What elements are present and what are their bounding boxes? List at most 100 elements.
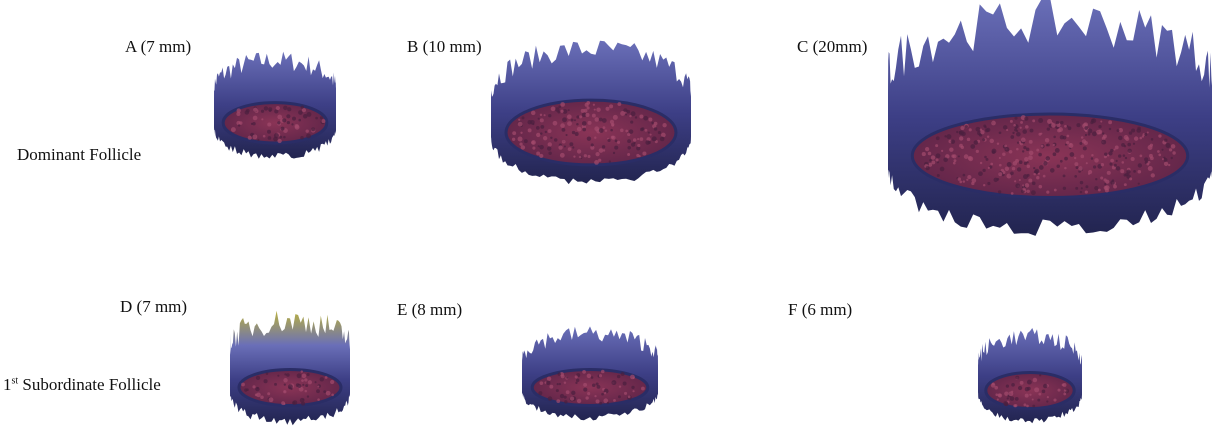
- floor-texture: [637, 138, 639, 140]
- floor-texture: [613, 115, 618, 120]
- floor-texture: [266, 372, 269, 375]
- floor-texture: [1022, 150, 1024, 152]
- floor-texture: [632, 390, 634, 392]
- floor-texture: [1043, 161, 1047, 165]
- floor-texture: [633, 138, 636, 141]
- floor-texture: [596, 108, 600, 112]
- floor-texture: [575, 132, 579, 136]
- floor-texture: [558, 145, 562, 149]
- floor-texture: [1138, 170, 1142, 174]
- floor-texture: [1112, 179, 1114, 181]
- floor-texture: [940, 167, 945, 172]
- floor-texture: [1086, 162, 1088, 164]
- floor-texture: [306, 134, 311, 139]
- floor-texture: [1108, 151, 1112, 155]
- floor-texture: [295, 125, 300, 130]
- floor-texture: [633, 377, 635, 379]
- floor-texture: [1068, 126, 1072, 130]
- floor-texture: [611, 380, 616, 385]
- floor-texture: [960, 126, 964, 130]
- row-label-number: 1: [3, 375, 12, 394]
- floor-texture: [581, 109, 585, 113]
- floor-texture: [559, 383, 561, 385]
- figure: Dominant Follicle 1st Subordinate Follic…: [0, 0, 1225, 434]
- floor-texture: [1006, 129, 1008, 131]
- floor-texture: [1012, 132, 1014, 134]
- floor-texture: [561, 375, 565, 379]
- floor-texture: [297, 373, 302, 378]
- floor-texture: [1057, 389, 1060, 392]
- floor-texture: [1103, 178, 1106, 181]
- floor-texture: [579, 115, 582, 118]
- floor-texture: [1075, 187, 1078, 190]
- floor-texture: [576, 123, 579, 126]
- floor-texture: [571, 119, 574, 122]
- floor-texture: [592, 384, 596, 388]
- floor-texture: [577, 399, 581, 403]
- floor-texture: [971, 182, 974, 185]
- floor-texture: [625, 110, 627, 112]
- floor-texture: [1117, 129, 1120, 132]
- floor-texture: [611, 123, 614, 126]
- floor-texture: [967, 175, 971, 179]
- floor-texture: [645, 129, 648, 132]
- floor-texture: [267, 122, 271, 126]
- floor-texture: [528, 128, 532, 132]
- floor-texture: [584, 154, 587, 157]
- floor-texture: [627, 139, 631, 143]
- floor-texture: [1028, 179, 1032, 183]
- floor-texture: [307, 373, 310, 376]
- floor-texture: [941, 150, 943, 152]
- floor-texture: [518, 122, 523, 127]
- floor-texture: [1120, 169, 1124, 173]
- floor-texture: [1030, 129, 1034, 133]
- floor-texture: [1157, 150, 1160, 153]
- floor-texture: [279, 136, 282, 139]
- floor-texture: [1025, 394, 1029, 398]
- floor-texture: [648, 131, 650, 133]
- floor-texture: [547, 146, 551, 150]
- floor-texture: [257, 387, 259, 389]
- floor-texture: [1080, 155, 1084, 159]
- floor-texture: [1015, 159, 1019, 163]
- floor-texture: [565, 134, 567, 136]
- floor-texture: [587, 155, 590, 158]
- floor-texture: [631, 386, 634, 389]
- floor-texture: [998, 190, 1001, 193]
- floor-texture: [1008, 391, 1013, 396]
- floor-texture: [1053, 144, 1055, 146]
- floor-texture: [983, 124, 986, 127]
- floor-texture: [602, 145, 605, 148]
- floor-texture: [1113, 185, 1117, 189]
- floor-texture: [1055, 148, 1060, 153]
- floor-texture: [935, 158, 938, 161]
- floor-texture: [599, 128, 604, 133]
- floor-texture: [1046, 191, 1049, 194]
- floor-texture: [1018, 386, 1022, 390]
- floor-texture: [1085, 134, 1087, 136]
- floor-texture: [591, 143, 594, 146]
- floor-texture: [1004, 147, 1009, 152]
- floor-texture: [976, 150, 979, 153]
- floor-texture: [301, 370, 303, 372]
- floor-texture: [302, 374, 307, 379]
- floor-texture: [1151, 138, 1154, 141]
- floor-texture: [1021, 138, 1026, 143]
- floor-texture: [532, 123, 534, 125]
- floor-texture: [1056, 121, 1059, 124]
- floor-texture: [267, 392, 270, 395]
- floor-texture: [568, 109, 570, 111]
- floor-texture: [1060, 121, 1063, 124]
- floor-texture: [1020, 127, 1022, 129]
- floor-texture: [548, 114, 551, 117]
- floor-texture: [1144, 157, 1148, 161]
- floor-texture: [1017, 167, 1021, 171]
- floor-texture: [1007, 162, 1012, 167]
- floor-texture: [512, 138, 515, 141]
- floor-texture: [1004, 391, 1008, 395]
- floor-texture: [1038, 133, 1041, 136]
- floor-texture: [625, 130, 628, 133]
- floor-texture: [1150, 156, 1154, 160]
- floor-texture: [587, 392, 590, 395]
- floor-texture: [926, 166, 930, 170]
